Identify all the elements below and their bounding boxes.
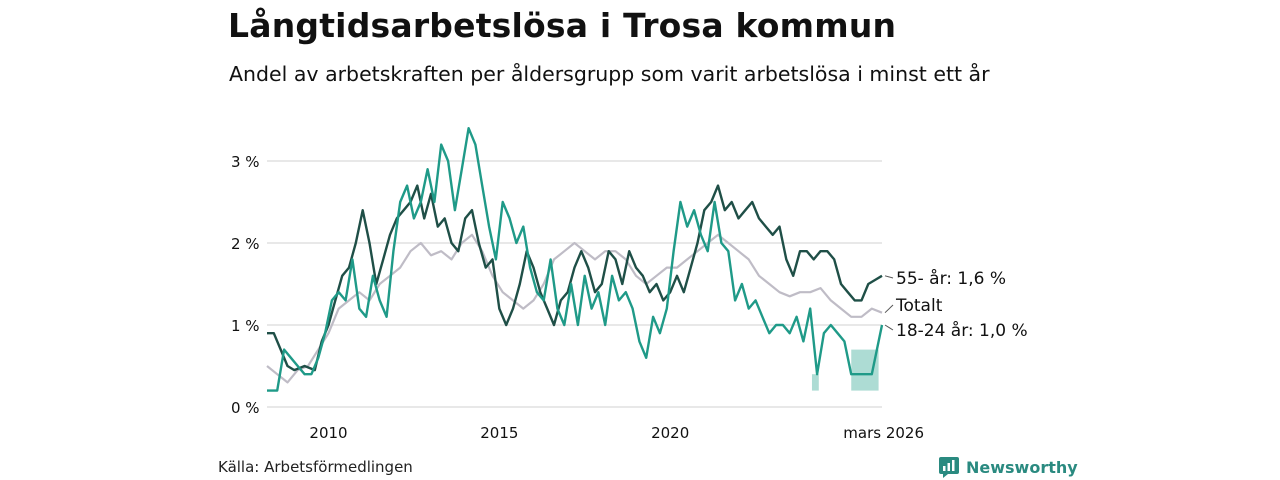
age-55-line bbox=[267, 184, 883, 372]
series-lines bbox=[266, 126, 884, 392]
series-end-label: 18-24 år: 1,0 % bbox=[896, 320, 1028, 341]
label-leader-line bbox=[884, 275, 894, 279]
x-tick-label: 2020 bbox=[651, 424, 689, 442]
source-note: Källa: Arbetsförmedlingen bbox=[218, 458, 413, 476]
y-tick-label: 0 % bbox=[231, 399, 260, 417]
uncertainty-band bbox=[811, 374, 819, 391]
age-18-24-line bbox=[267, 126, 884, 392]
uncertainty-bands bbox=[811, 349, 879, 391]
newsworthy-logo-icon bbox=[939, 457, 959, 478]
series-end-label: Totalt bbox=[895, 296, 943, 316]
brand-name: Newsworthy bbox=[966, 457, 1078, 477]
label-leader-line bbox=[884, 324, 894, 331]
label-leader-line bbox=[884, 304, 894, 314]
x-tick-label: 2010 bbox=[309, 424, 347, 442]
x-tick-label: mars 2026 bbox=[843, 424, 924, 442]
y-tick-label: 2 % bbox=[231, 235, 260, 253]
chart-subtitle: Andel av arbetskraften per åldersgrupp s… bbox=[229, 62, 990, 86]
axis-labels: 0 % 1 % 2 % 3 % 2010 2015 2020 mars 2026 bbox=[231, 153, 924, 442]
y-tick-label: 1 % bbox=[231, 317, 260, 335]
chart-title: Långtidsarbetslösa i Trosa kommun bbox=[228, 6, 897, 45]
x-tick-label: 2015 bbox=[480, 424, 518, 442]
series-end-label: 55- år: 1,6 % bbox=[896, 268, 1006, 289]
gridlines bbox=[267, 160, 882, 408]
y-tick-label: 3 % bbox=[231, 153, 260, 171]
uncertainty-band bbox=[851, 349, 879, 391]
brand-logo[interactable]: Newsworthy bbox=[938, 456, 1078, 478]
series-labels: 55- år: 1,6 % Totalt 18-24 år: 1,0 % bbox=[884, 268, 1028, 341]
